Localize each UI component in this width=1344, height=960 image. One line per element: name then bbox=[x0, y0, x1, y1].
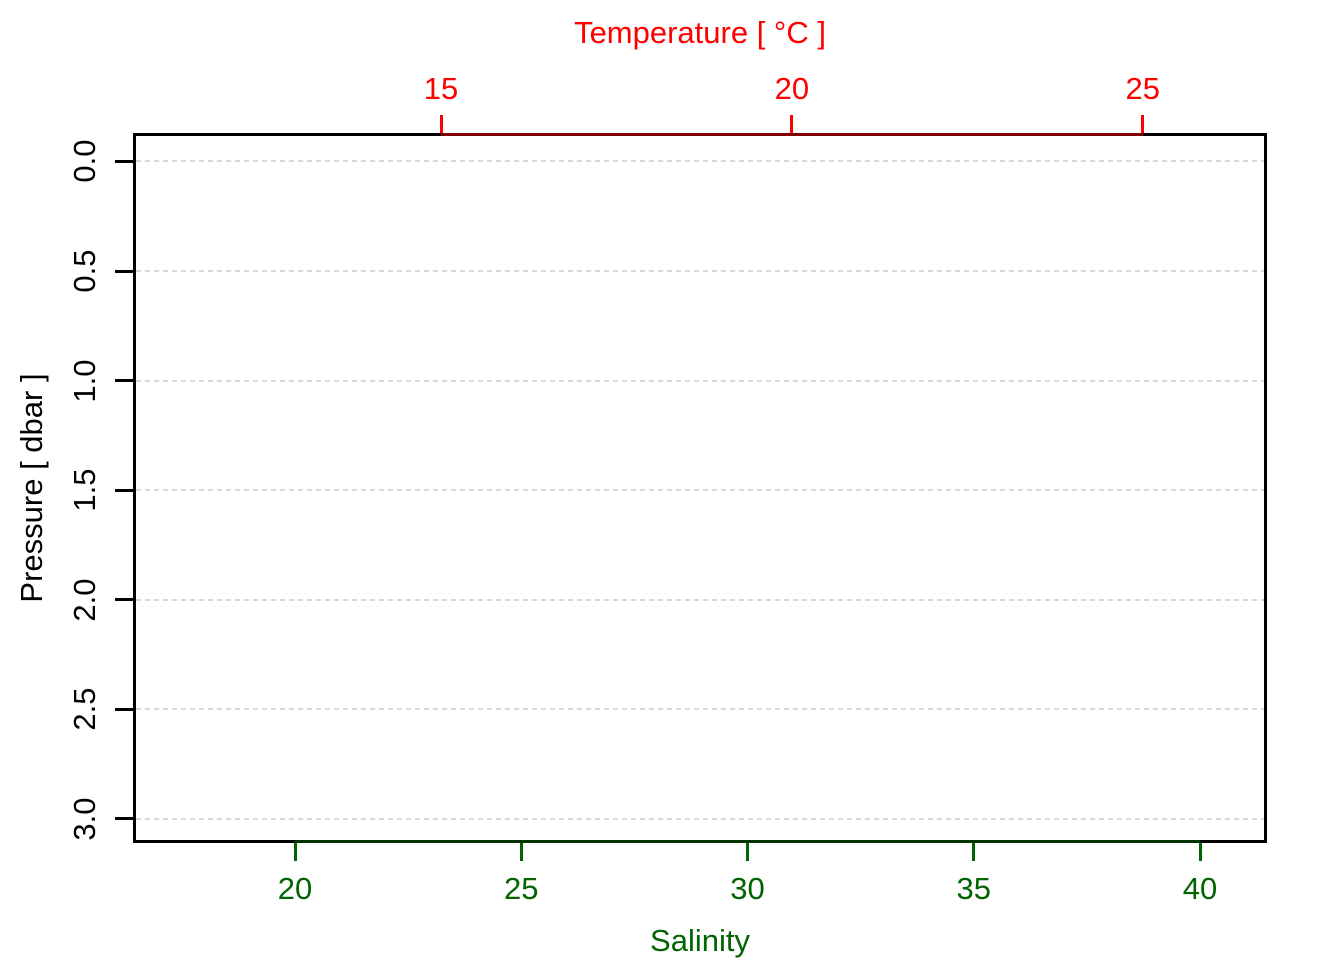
gridline bbox=[136, 489, 1264, 492]
y-axis-tick-label: 1.5 bbox=[67, 468, 102, 512]
x-axis-tick-label: 40 bbox=[1182, 871, 1218, 906]
x-axis-tick-label: 30 bbox=[730, 871, 765, 906]
plot-area bbox=[133, 133, 1267, 843]
gridline bbox=[136, 708, 1264, 711]
top-axis-tick bbox=[1141, 115, 1145, 133]
y-axis-tick bbox=[115, 159, 133, 163]
x-axis-tick bbox=[519, 843, 523, 861]
y-axis-tick-label: 0.5 bbox=[67, 249, 102, 293]
top-axis-tick-label: 20 bbox=[774, 71, 810, 106]
y-axis-tick-label: 1.0 bbox=[67, 359, 102, 403]
y-axis-tick-label: 2.0 bbox=[67, 578, 102, 622]
gridline bbox=[136, 270, 1264, 273]
x-axis-tick-label: 20 bbox=[277, 871, 313, 906]
x-axis-tick bbox=[293, 843, 297, 861]
top-axis-line bbox=[441, 133, 1143, 136]
y-axis-tick-label: 3.0 bbox=[67, 797, 102, 841]
y-axis-tick bbox=[115, 817, 133, 821]
y-axis-tick bbox=[115, 488, 133, 492]
y-axis-tick bbox=[115, 269, 133, 273]
bottom-axis-title: Salinity bbox=[650, 923, 750, 958]
top-axis-tick-label: 25 bbox=[1125, 71, 1161, 106]
gridline bbox=[136, 379, 1264, 382]
y-axis-tick-label: 2.5 bbox=[67, 687, 102, 731]
y-axis-tick-label: 0.0 bbox=[67, 139, 102, 184]
x-axis-tick bbox=[1198, 843, 1202, 861]
y-axis-tick bbox=[115, 598, 133, 602]
x-axis-tick-label: 25 bbox=[504, 871, 539, 906]
y-axis-tick bbox=[115, 379, 133, 383]
gridline bbox=[136, 160, 1264, 163]
x-axis-tick bbox=[746, 843, 749, 861]
left-axis-title: Pressure [ dbar ] bbox=[14, 373, 49, 603]
x-axis-tick-label: 35 bbox=[956, 871, 991, 906]
top-axis-tick bbox=[790, 115, 794, 133]
top-axis-tick bbox=[439, 115, 443, 133]
y-axis-tick bbox=[115, 707, 133, 711]
gridline bbox=[136, 598, 1264, 601]
bottom-axis-line bbox=[295, 840, 1201, 843]
gridline bbox=[136, 817, 1264, 820]
top-axis-title: Temperature [ °C ] bbox=[574, 15, 826, 50]
top-axis-tick-label: 15 bbox=[423, 71, 459, 106]
x-axis-tick bbox=[972, 843, 976, 861]
